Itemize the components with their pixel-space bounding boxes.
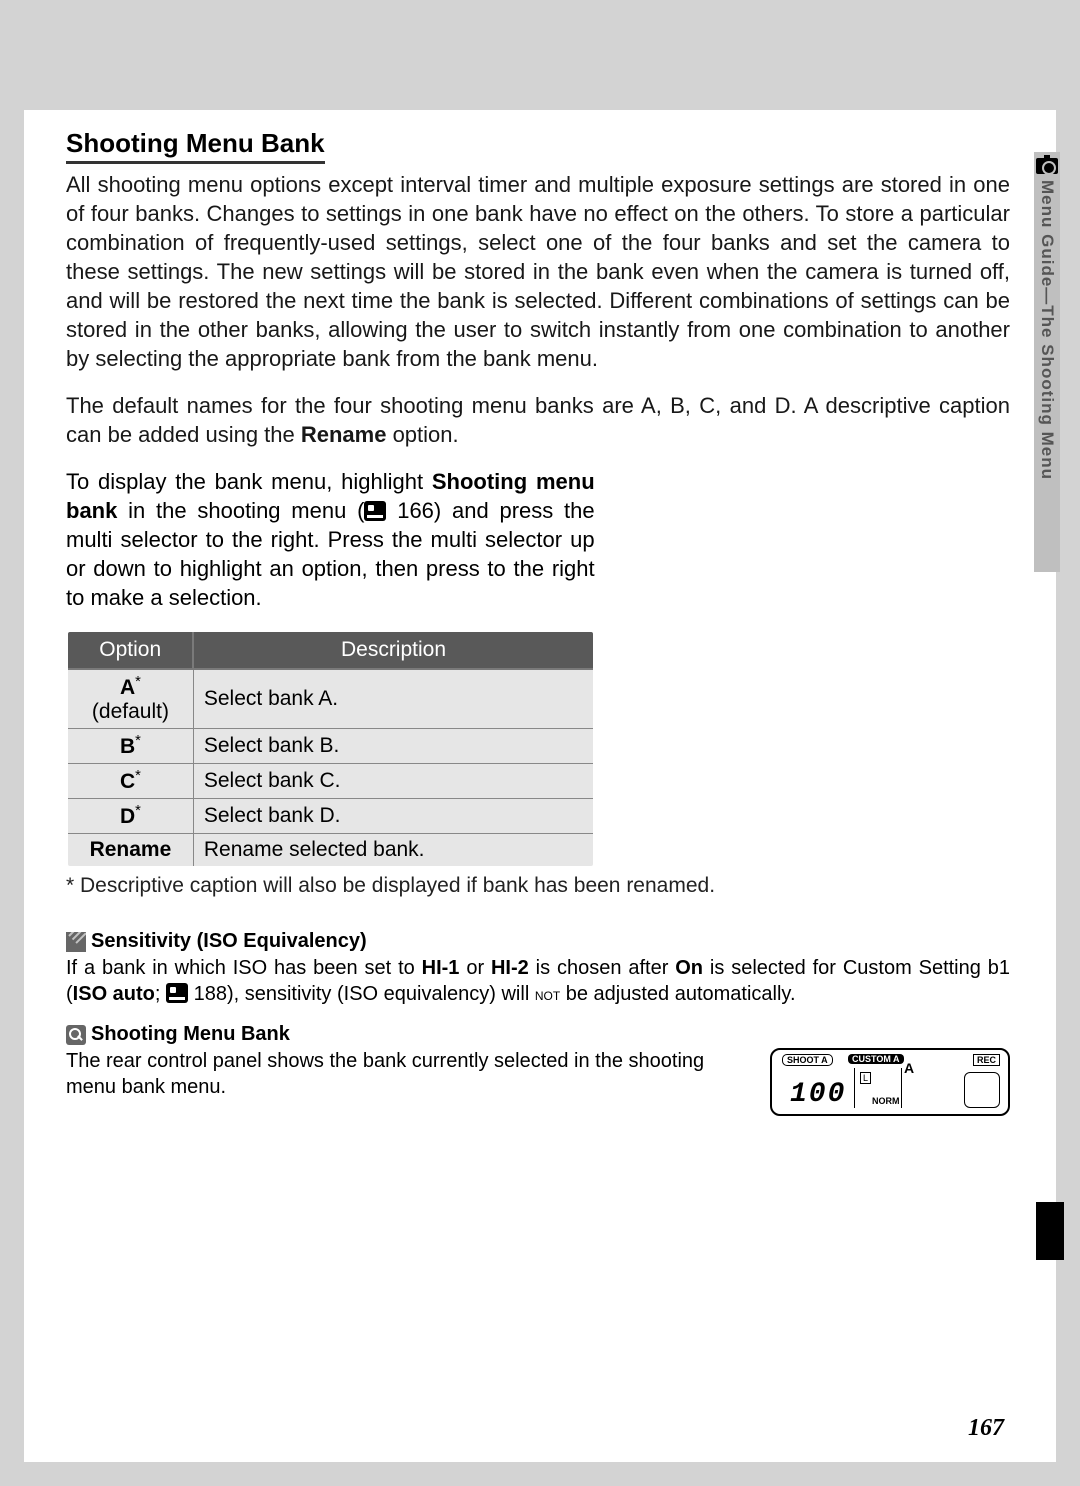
thumb-index-mark (1036, 1202, 1064, 1260)
desc-c: Select bank C. (193, 764, 593, 799)
note2-body: The rear control panel shows the bank cu… (66, 1048, 750, 1100)
t: 188), sensitivity (ISO equivalency) will (188, 983, 535, 1005)
page-ref-icon (166, 983, 188, 1003)
table-footnote: * Descriptive caption will also be displ… (66, 874, 1010, 898)
opt-a: A (120, 676, 135, 699)
lcd-panel: SHOOT A CUSTOM A A REC L 100 NORM (770, 1048, 1010, 1116)
sup: * (135, 733, 141, 749)
para2-text-a: The default names for the four shooting … (66, 393, 1010, 447)
lcd-custom-label: CUSTOM A (848, 1054, 904, 1064)
lcd-shoot-label: SHOOT A (782, 1054, 833, 1066)
on-bold: On (675, 957, 703, 979)
th-option: Option (67, 631, 193, 669)
table-row: Rename Rename selected bank. (67, 834, 594, 868)
note1-heading: Sensitivity (ISO Equivalency) (66, 930, 1010, 953)
table-row: A* (default) Select bank A. (67, 669, 594, 729)
opt-c: C (120, 770, 135, 793)
paragraph-1: All shooting menu options except interva… (66, 170, 1010, 373)
table-row: B* Select bank B. (67, 729, 594, 764)
paragraph-3: To display the bank menu, highlight Shoo… (66, 467, 595, 612)
panel-row: The rear control panel shows the bank cu… (66, 1048, 1010, 1116)
side-tab-label: Menu Guide—The Shooting Menu (1037, 180, 1057, 480)
side-tab: Menu Guide—The Shooting Menu (1034, 152, 1060, 572)
t: ; (155, 983, 166, 1005)
lcd-quality-label: NORM (872, 1096, 900, 1106)
lcd-rec-label: REC (973, 1054, 1000, 1066)
note1-title: Sensitivity (ISO Equivalency) (91, 930, 367, 953)
rename-bold: Rename (301, 422, 387, 447)
desc-d: Select bank D. (193, 799, 593, 834)
table-row: C* Select bank C. (67, 764, 594, 799)
t: is chosen after (529, 957, 675, 979)
note2-heading: Shooting Menu Bank (66, 1023, 1010, 1046)
lcd-card-icon (964, 1072, 1000, 1108)
note1-body: If a bank in which ISO has been set to H… (66, 955, 1010, 1007)
note2-title: Shooting Menu Bank (91, 1023, 290, 1046)
magnifier-icon (66, 1025, 86, 1045)
pencil-icon (66, 932, 86, 952)
opt-default: (default) (92, 700, 169, 723)
sup: * (135, 674, 141, 690)
desc-a: Select bank A. (193, 669, 593, 729)
hi1-bold: HI-1 (422, 957, 460, 979)
desc-rename: Rename selected bank. (193, 834, 593, 868)
hi2-bold: HI-2 (491, 957, 529, 979)
t: be adjusted automatically. (560, 983, 795, 1005)
camera-icon (1036, 158, 1058, 174)
table-row: D* Select bank D. (67, 799, 594, 834)
lcd-size-label: L (860, 1072, 871, 1084)
para3-b: in the shooting menu ( (117, 498, 364, 523)
options-table: Option Description A*(default) Select ba… (66, 630, 595, 868)
desc-b: Select bank B. (193, 729, 593, 764)
opt-rename: Rename (90, 838, 172, 861)
manual-page: Shooting Menu Bank All shooting menu opt… (24, 110, 1056, 1462)
opt-b: B (120, 735, 135, 758)
page-ref-icon (364, 501, 386, 521)
not-smallcaps: not (535, 985, 560, 1004)
opt-d: D (120, 805, 135, 828)
para2-text-b: option. (386, 422, 458, 447)
th-description: Description (193, 631, 593, 669)
sup: * (135, 803, 141, 819)
para3-a: To display the bank menu, highlight (66, 469, 432, 494)
t: or (459, 957, 491, 979)
page-number: 167 (968, 1415, 1004, 1442)
section-heading: Shooting Menu Bank (66, 128, 325, 164)
lcd-counter: 100 (790, 1079, 846, 1110)
sup: * (135, 768, 141, 784)
paragraph-2: The default names for the four shooting … (66, 391, 1010, 449)
isoauto-bold: ISO auto (73, 983, 155, 1005)
t: If a bank in which ISO has been set to (66, 957, 422, 979)
lcd-bank-letter: A (904, 1060, 914, 1076)
